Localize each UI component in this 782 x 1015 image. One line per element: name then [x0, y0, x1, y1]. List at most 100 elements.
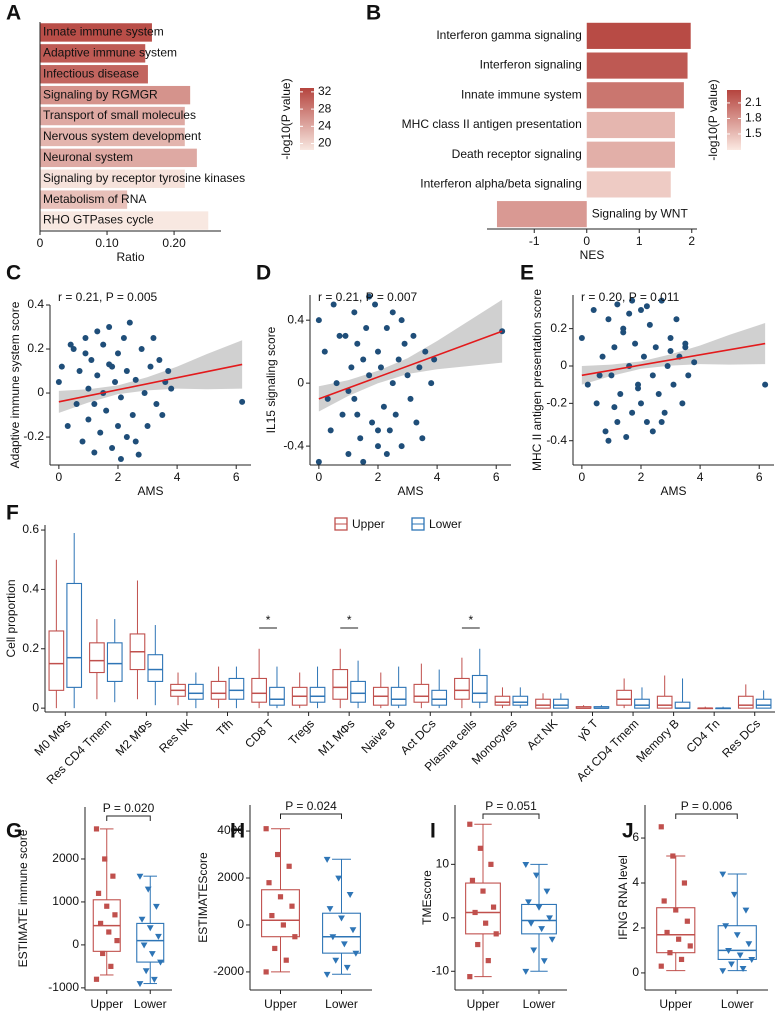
point	[327, 427, 334, 434]
box	[413, 683, 430, 703]
box	[261, 889, 300, 938]
point	[135, 451, 142, 458]
category-label: Infectious disease	[43, 66, 139, 80]
point	[93, 826, 100, 832]
y-tick-label: 2000	[217, 870, 244, 884]
y-tick-label: 4000	[217, 823, 244, 837]
x-tick-label: CD8 T	[242, 716, 277, 751]
panel-letter: H	[230, 820, 245, 843]
x-tick-label: Upper	[659, 997, 692, 1011]
point	[691, 359, 698, 366]
x-tick-label: Res NK	[156, 716, 195, 755]
point	[611, 344, 618, 351]
x-tick-label: 2	[115, 470, 122, 484]
x-tick-label: Naive B	[358, 716, 398, 756]
fit-line	[58, 363, 243, 403]
point	[289, 903, 295, 909]
point	[475, 941, 481, 948]
point	[684, 918, 690, 924]
category-label: Nervous system development	[43, 129, 202, 143]
point	[114, 937, 120, 944]
point	[346, 892, 354, 899]
y-axis-label: MHC II antigen presentation score	[530, 289, 544, 471]
colorbar-tick-label: 2.1	[745, 95, 762, 109]
y-tick-label: -1000	[48, 980, 79, 994]
point	[637, 306, 644, 313]
point	[357, 435, 364, 442]
point	[339, 411, 346, 418]
confidence-band	[318, 299, 503, 412]
point	[348, 364, 355, 371]
point	[407, 395, 414, 402]
point	[383, 450, 390, 457]
x-tick-label: Lower	[325, 997, 358, 1011]
point	[386, 427, 393, 434]
point	[632, 340, 639, 347]
category-label: Signaling by receptor tyrosine kinases	[43, 171, 245, 185]
point	[168, 385, 175, 392]
category-label: Innate immune system	[461, 87, 582, 101]
point	[144, 423, 151, 430]
point	[349, 927, 357, 934]
box	[106, 642, 123, 682]
point	[640, 353, 647, 360]
point	[728, 961, 735, 968]
point	[661, 898, 667, 904]
point	[64, 423, 71, 430]
point	[342, 332, 349, 339]
x-tick-label: Upper	[467, 997, 500, 1011]
point	[546, 915, 553, 922]
y-tick-label: 0.4	[22, 582, 39, 596]
x-axis-label: Ratio	[116, 250, 144, 264]
x-tick-label: 0.10	[95, 236, 119, 250]
bar	[40, 148, 197, 168]
panel-letter: I	[430, 820, 436, 843]
point	[532, 872, 540, 879]
bar	[40, 211, 209, 230]
annotation: r = 0.21, P = 0.007	[318, 290, 418, 304]
point	[85, 385, 92, 392]
point	[286, 863, 292, 869]
y-axis-label: ESTIMATE immune score	[16, 829, 30, 967]
point	[323, 856, 331, 863]
bar	[586, 111, 675, 139]
point	[584, 381, 591, 388]
panel-letter: J	[622, 820, 634, 843]
annotation: r = 0.20, P = 0.011	[581, 290, 680, 304]
point	[736, 952, 744, 959]
point	[103, 407, 110, 414]
significance: *	[347, 613, 352, 627]
point	[108, 963, 114, 969]
x-tick-label: 2	[688, 234, 695, 248]
point	[543, 888, 551, 895]
point	[383, 325, 390, 332]
point	[354, 411, 361, 418]
annotation: P = 0.006	[681, 799, 733, 813]
point	[136, 873, 144, 880]
point	[682, 340, 689, 347]
y-tick-label: 2	[632, 920, 639, 934]
bar	[40, 106, 185, 126]
y-axis-label: IFNG RNA level	[616, 855, 630, 940]
colorbar-tick-label: 32	[318, 84, 332, 98]
point	[354, 340, 361, 347]
point	[719, 871, 727, 878]
x-tick-label: 1	[636, 234, 643, 248]
point	[150, 335, 157, 342]
point	[762, 381, 769, 388]
annotation: P = 0.024	[285, 799, 337, 813]
point	[324, 395, 331, 402]
point	[678, 956, 685, 963]
y-axis-label: Adaptive immune system score	[8, 301, 22, 468]
x-tick-label: M2 MΦs	[113, 716, 155, 758]
point	[377, 364, 384, 371]
colorbar-tick-label: 28	[318, 101, 332, 115]
box	[454, 677, 470, 700]
point	[722, 923, 730, 930]
y-tick-label: 0	[72, 937, 79, 951]
point	[95, 890, 102, 896]
x-tick-label: 6	[756, 470, 763, 484]
category-label: Metabolism of RNA	[43, 192, 146, 206]
annotation: P = 0.051	[485, 799, 537, 813]
point	[152, 903, 160, 910]
